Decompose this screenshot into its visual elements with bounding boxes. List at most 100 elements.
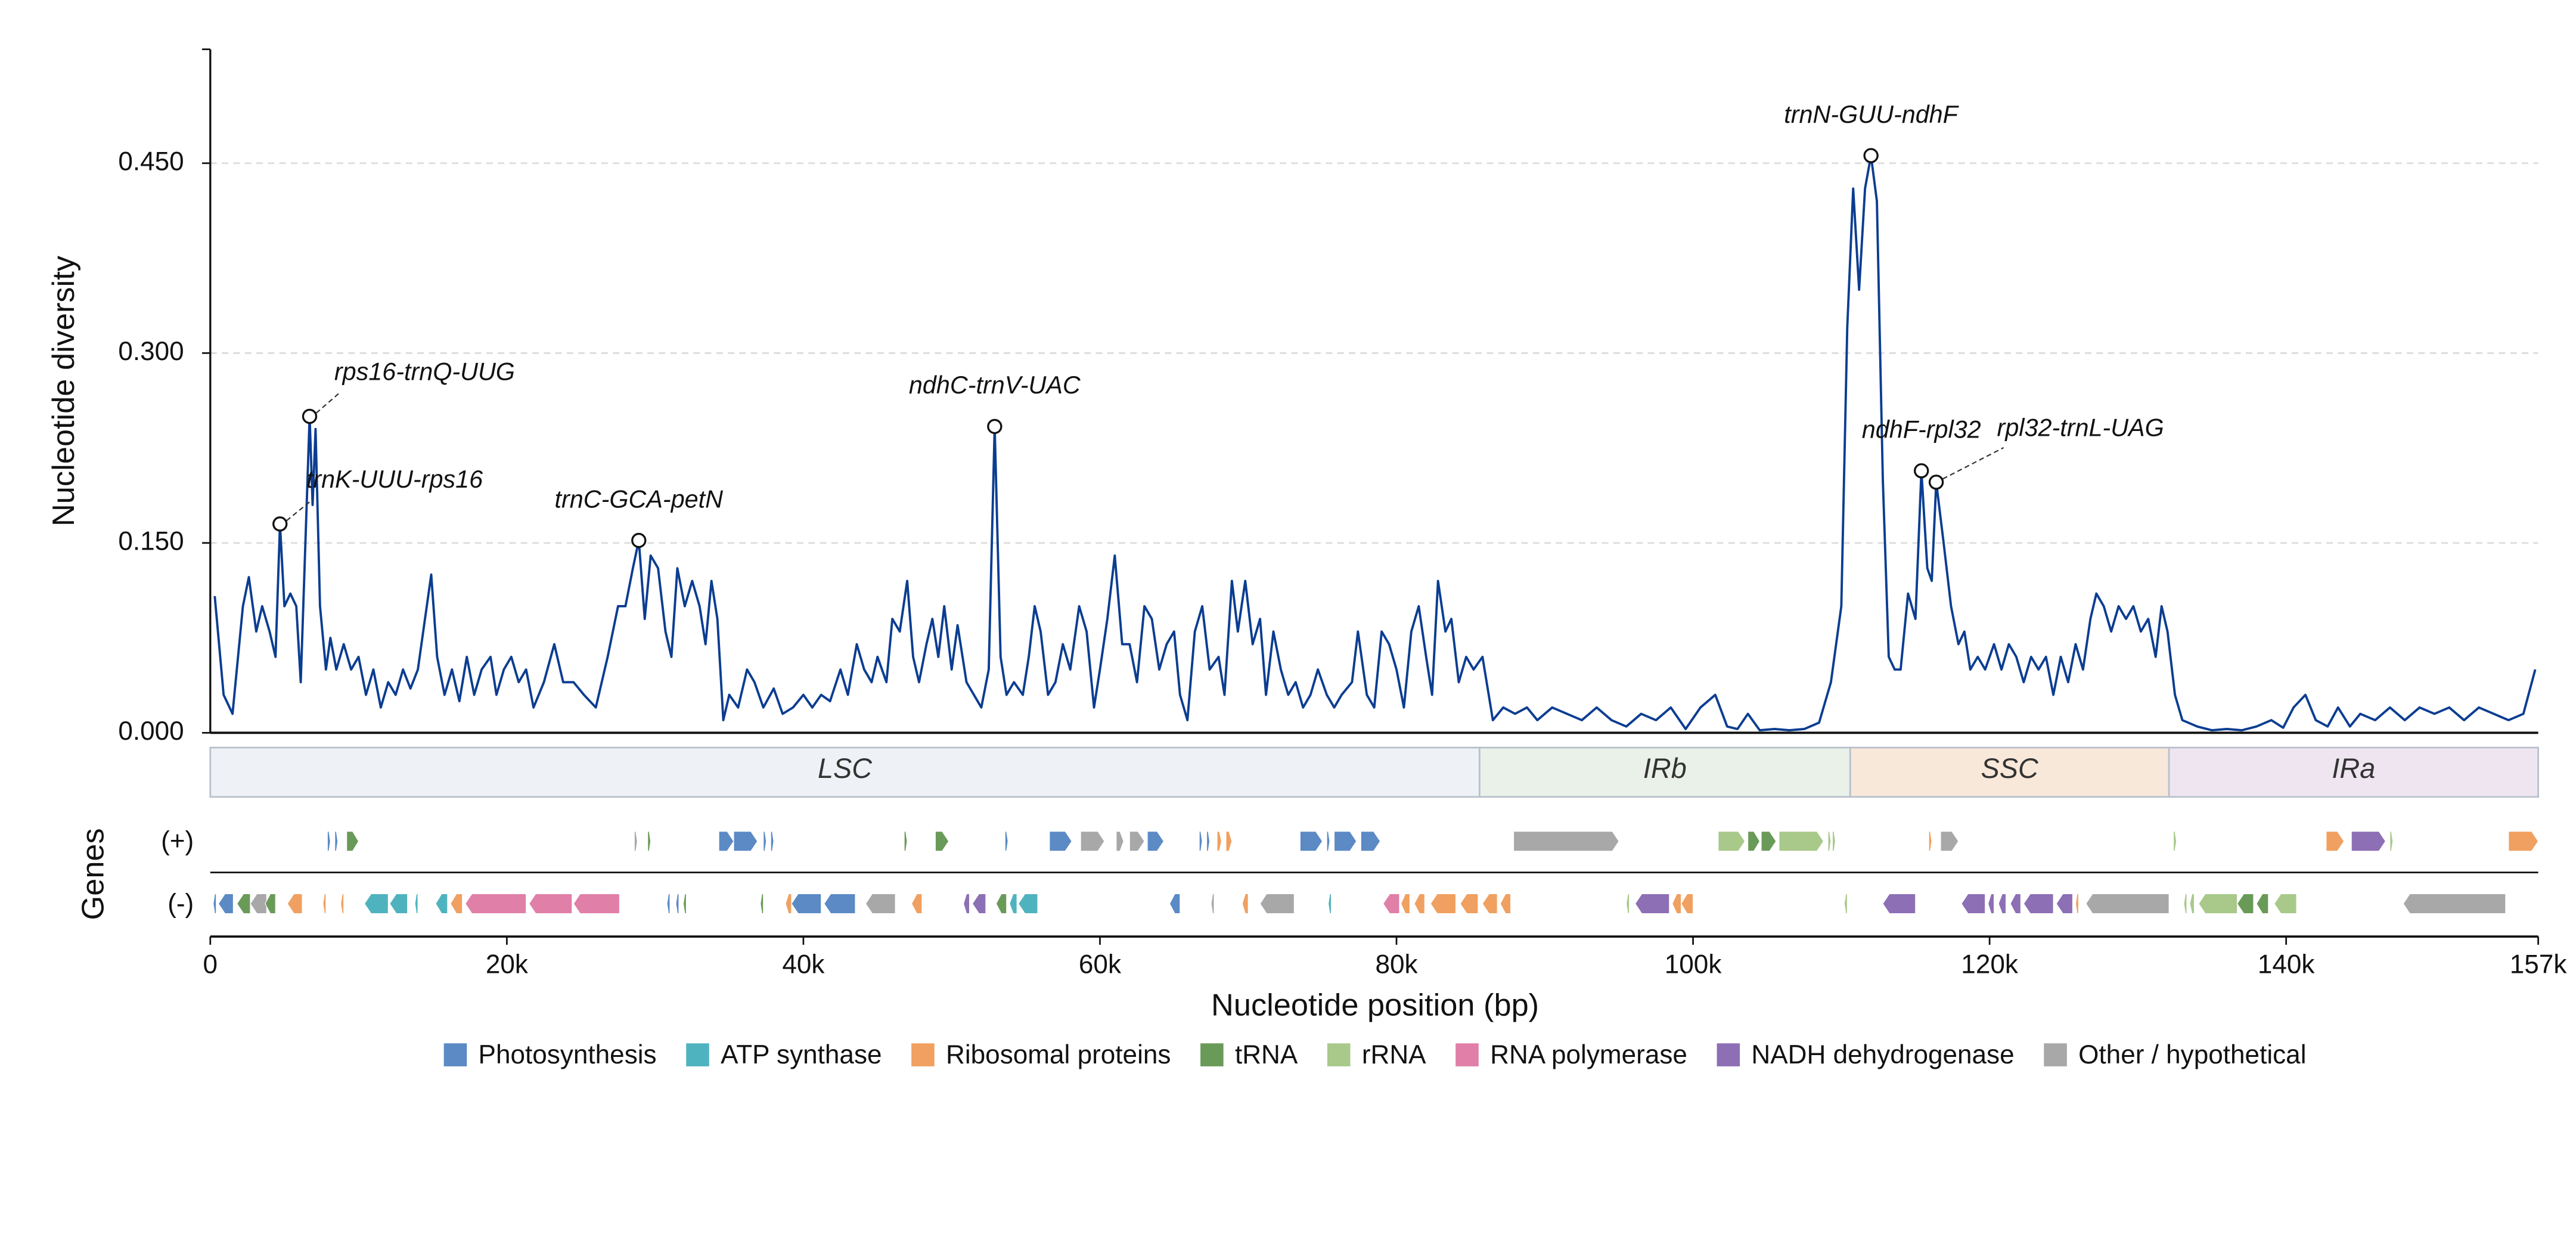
gene bbox=[450, 893, 463, 914]
gene bbox=[2508, 831, 2539, 852]
gene bbox=[213, 893, 217, 914]
annotation-label: trnK-UUU-rps16 bbox=[306, 466, 483, 493]
legend-swatch bbox=[686, 1043, 709, 1066]
annotation-point bbox=[987, 418, 1003, 435]
gene bbox=[1718, 831, 1746, 852]
region-band bbox=[2168, 746, 2539, 798]
y-tick-label: 0.300 bbox=[118, 337, 184, 366]
gene bbox=[1225, 831, 1233, 852]
gene bbox=[1430, 893, 1457, 914]
gene bbox=[1259, 893, 1295, 914]
legend-label: Photosynthesis bbox=[479, 1040, 657, 1069]
legend-swatch bbox=[1200, 1043, 1224, 1066]
legend-swatch bbox=[443, 1043, 467, 1066]
annotation-label: rpl32-trnL-UAG bbox=[1997, 414, 2164, 442]
gene bbox=[995, 893, 1007, 914]
gene bbox=[364, 893, 389, 914]
gene bbox=[389, 893, 408, 914]
gene bbox=[1328, 893, 1332, 914]
legend-label: NADH dehydrogenase bbox=[1751, 1040, 2014, 1069]
gene bbox=[435, 893, 448, 914]
gene bbox=[770, 831, 774, 852]
legend-swatch bbox=[1327, 1043, 1351, 1066]
gene bbox=[1414, 893, 1425, 914]
gene bbox=[1199, 831, 1203, 852]
gene bbox=[1169, 893, 1181, 914]
gene bbox=[2173, 831, 2177, 852]
gene bbox=[963, 893, 970, 914]
gene bbox=[1634, 893, 1670, 914]
gene bbox=[1940, 831, 1959, 852]
x-tick-label: 0 bbox=[203, 950, 218, 979]
annotation-point bbox=[302, 408, 318, 424]
gene bbox=[1882, 893, 1916, 914]
gene bbox=[1998, 893, 2007, 914]
gene bbox=[1080, 831, 1105, 852]
x-axis-title: Nucleotide position (bp) bbox=[1211, 988, 1539, 1022]
gene bbox=[1382, 893, 1400, 914]
annotation-point bbox=[1863, 148, 1879, 163]
gene bbox=[2351, 831, 2386, 852]
legend-label: rRNA bbox=[1362, 1040, 1426, 1069]
gene bbox=[529, 893, 573, 914]
gene bbox=[1961, 893, 1986, 914]
gene bbox=[2236, 893, 2254, 914]
gene bbox=[1626, 893, 1630, 914]
gene bbox=[2010, 893, 2021, 914]
gene bbox=[634, 831, 638, 852]
legend-label: RNA polymerase bbox=[1490, 1040, 1687, 1069]
gene bbox=[287, 893, 303, 914]
legend-swatch bbox=[911, 1043, 935, 1066]
annotation-leader bbox=[286, 498, 314, 522]
gene bbox=[218, 893, 234, 914]
gene bbox=[1211, 893, 1215, 914]
gene bbox=[1827, 831, 1832, 852]
legend-label: tRNA bbox=[1235, 1040, 1298, 1069]
gene bbox=[1400, 893, 1410, 914]
strand-label: (+) bbox=[161, 827, 194, 856]
gene bbox=[465, 893, 527, 914]
gene bbox=[760, 893, 764, 914]
gene bbox=[1761, 831, 1777, 852]
gene bbox=[1333, 831, 1357, 852]
gene bbox=[2198, 893, 2238, 914]
y-tick-label: 0.000 bbox=[118, 717, 184, 746]
diversity-line bbox=[213, 154, 2537, 732]
x-tick-label: 60k bbox=[1079, 950, 1122, 979]
annotation-label: ndhF-rpl32 bbox=[1862, 416, 1981, 443]
gene bbox=[1832, 831, 1836, 852]
strand-label: (-) bbox=[167, 889, 194, 918]
gene bbox=[340, 893, 344, 914]
gene bbox=[1326, 831, 1330, 852]
gene bbox=[972, 893, 986, 914]
gene bbox=[250, 893, 267, 914]
gene bbox=[2256, 893, 2269, 914]
region-label: SSC bbox=[1981, 753, 2039, 784]
x-tick-label: 120k bbox=[1961, 950, 2019, 979]
gene bbox=[1843, 893, 1848, 914]
gene bbox=[573, 893, 620, 914]
x-tick-label: 140k bbox=[2258, 950, 2316, 979]
gene bbox=[265, 893, 276, 914]
genes-label: Genes bbox=[76, 828, 111, 920]
gene bbox=[935, 831, 949, 852]
gene bbox=[2023, 893, 2054, 914]
legend-swatch bbox=[1717, 1043, 1740, 1066]
gene bbox=[327, 831, 331, 852]
gene bbox=[2189, 893, 2195, 914]
gene bbox=[1482, 893, 1498, 914]
gene bbox=[1672, 893, 1682, 914]
gene bbox=[1009, 893, 1017, 914]
gene bbox=[322, 893, 327, 914]
y-tick-label: 0.150 bbox=[118, 526, 184, 556]
gene bbox=[414, 893, 418, 914]
annotation-label: trnN-GUU-ndhF bbox=[1784, 101, 1959, 128]
gene bbox=[1206, 831, 1211, 852]
gene bbox=[675, 893, 679, 914]
gene bbox=[2403, 893, 2506, 914]
gene bbox=[1460, 893, 1479, 914]
x-tick-label: 157k bbox=[2510, 950, 2568, 979]
gene bbox=[2085, 893, 2170, 914]
gene bbox=[1216, 831, 1222, 852]
